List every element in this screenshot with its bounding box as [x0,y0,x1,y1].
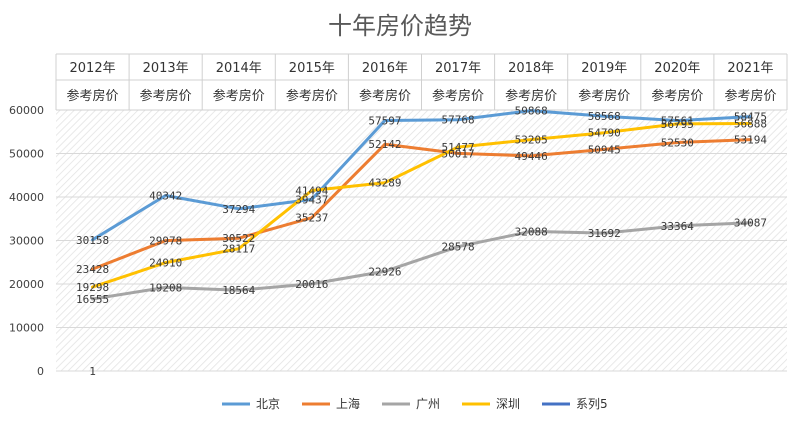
data-label: 56795 [661,118,694,131]
x-tick-year: 2013年 [143,61,189,76]
y-axis: 0 10000 20000 30000 40000 50000 60000 [9,104,44,378]
y-tick-label: 0 [37,365,44,378]
data-label: 18564 [222,284,255,297]
x-tick-year: 2021年 [727,61,773,76]
data-label: 39437 [295,193,328,206]
x-tick-year: 2014年 [216,61,262,76]
series-line-北京 [91,109,752,242]
data-label: 28578 [441,241,474,254]
x-tick-label: 参考房价 [432,88,484,104]
data-label: 57561 [661,115,694,128]
x-tick-year: 2020年 [654,61,700,76]
y-tick-label: 50000 [9,148,44,161]
x-tick-year: 2016年 [362,61,408,76]
data-label: 52530 [661,136,694,149]
series-line-广州 [91,221,752,301]
data-label: 52142 [368,138,401,151]
data-label: 51477 [441,141,474,154]
data-label: 1 [89,365,96,378]
data-label: 23428 [76,263,109,276]
series-line-深圳 [91,122,752,289]
x-tick-label: 参考房价 [140,88,192,104]
legend-entry: 北京 [256,397,280,411]
data-label: 50017 [441,147,474,160]
data-label: 34087 [734,217,767,230]
x-tick-label: 参考房价 [724,88,776,104]
data-label: 30522 [222,232,255,245]
y-tick-label: 20000 [9,278,44,291]
legend: 北京 上海 广州 深圳 系列5 [222,396,608,411]
data-label: 28117 [222,243,255,256]
x-tick-year: 2017年 [435,61,481,76]
data-label: 53205 [515,134,548,147]
legend-entry: 系列5 [576,397,608,411]
data-label: 30158 [76,234,109,247]
y-tick-label: 30000 [9,235,44,248]
data-label: 37294 [222,203,255,216]
data-label: 57768 [441,114,474,127]
data-label: 49446 [515,150,548,163]
data-label: 43289 [368,177,401,190]
data-label: 40342 [149,190,182,203]
series-line-上海 [91,138,752,271]
data-label: 24910 [149,257,182,270]
x-tick-label: 参考房价 [505,88,557,104]
data-label: 57597 [368,114,401,127]
x-tick-label: 参考房价 [213,88,265,104]
x-tick-year: 2018年 [508,61,554,76]
legend-entry: 深圳 [496,397,520,411]
y-tick-label: 10000 [9,322,44,335]
data-label: 53194 [734,134,767,147]
data-label: 58475 [734,111,767,124]
x-tick-label: 参考房价 [651,88,703,104]
x-tick-label: 参考房价 [67,88,119,104]
data-label: 22926 [368,265,401,278]
data-label: 33364 [661,220,694,233]
y-tick-label: 60000 [9,104,44,117]
legend-entry: 上海 [336,396,360,411]
data-label: 32088 [515,225,548,238]
x-tick-year: 2015年 [289,61,335,76]
data-label: 19208 [149,281,182,294]
data-label: 59868 [515,105,548,118]
chart-title: 十年房价趋势 [328,12,472,40]
legend-entry: 广州 [416,397,440,411]
x-tick-year: 2019年 [581,61,627,76]
x-tick-label: 参考房价 [359,88,411,104]
data-label: 56888 [734,118,767,131]
data-label: 41494 [295,185,328,198]
data-labels: 30158 40342 37294 39437 57597 57768 59868 58568… [76,105,767,378]
data-label: 29978 [149,235,182,248]
data-label: 50945 [588,143,621,156]
y-tick-label: 40000 [9,191,44,204]
data-label: 19298 [76,281,109,294]
x-tick-label: 参考房价 [286,88,338,104]
data-label: 31692 [588,227,621,240]
data-label: 35237 [295,212,328,225]
x-tick-label: 参考房价 [578,88,630,104]
data-label: 16555 [76,293,109,306]
series-lines [91,109,752,301]
data-label: 20016 [295,278,328,291]
data-label: 54790 [588,127,621,140]
x-tick-year: 2012年 [70,61,116,76]
data-label: 58568 [588,110,621,123]
